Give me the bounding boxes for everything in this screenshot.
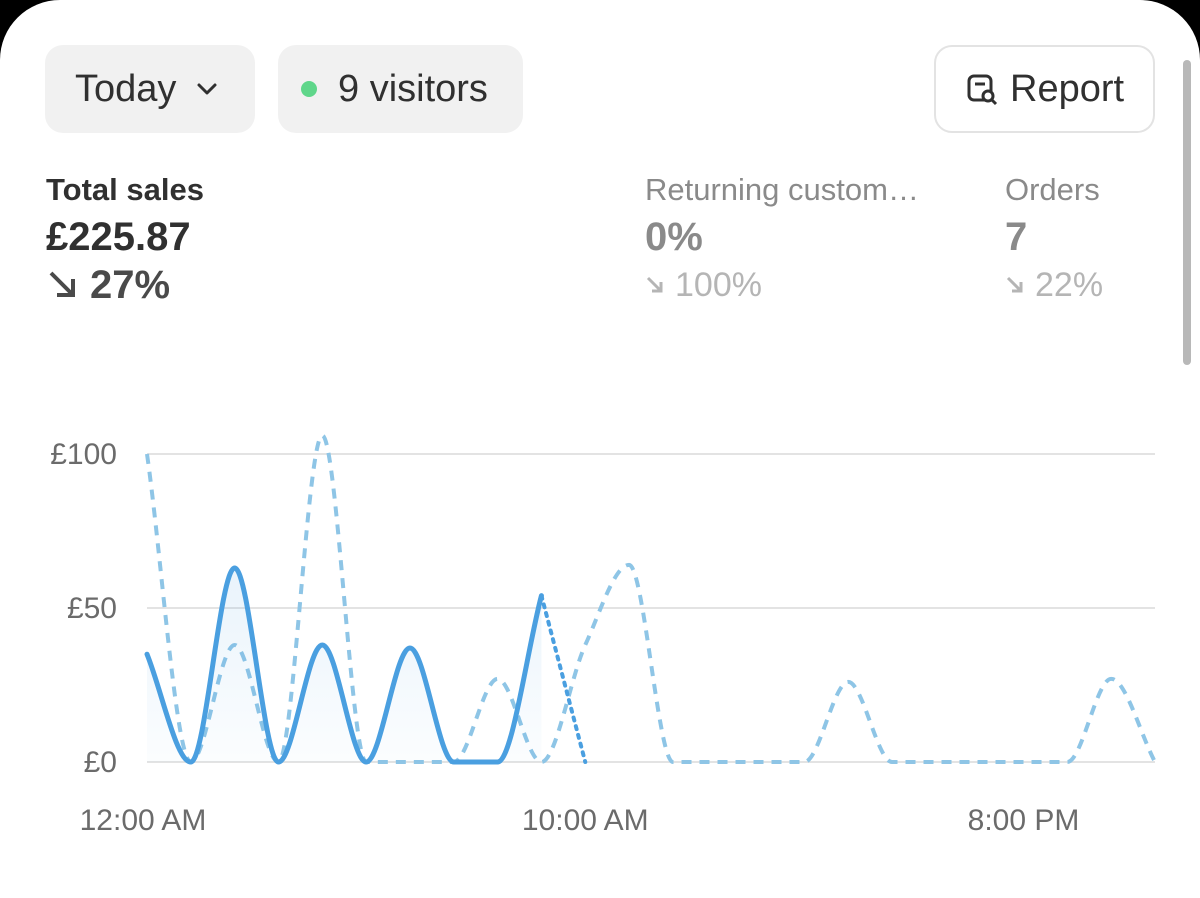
metric[interactable]: Orders 7 22%: [1005, 172, 1103, 308]
down-arrow: [49, 271, 75, 297]
metric-value: 7: [1005, 215, 1028, 259]
current-line: [144, 565, 544, 765]
report-button[interactable]: Report: [934, 45, 1155, 133]
live-dot: [301, 81, 317, 97]
metric-label: Returning custom…: [645, 172, 919, 207]
metric-label: Total sales: [46, 172, 204, 207]
report-icon: [967, 74, 998, 106]
visitors-text: 9 visitors: [338, 67, 488, 110]
chevron: [197, 83, 217, 95]
down-arrow: [1006, 276, 1023, 293]
metric-change: 27%: [46, 262, 204, 308]
x-tick-label: 10:00 AM: [522, 804, 649, 837]
metric-change: 100%: [645, 262, 919, 308]
x-tick-label: 8:00 PM: [968, 804, 1080, 837]
metric-value: £225.87: [46, 215, 191, 259]
y-tick-label: £100: [50, 438, 117, 471]
visitors-button[interactable]: 9 visitors: [278, 45, 523, 133]
metric-label: Orders: [1005, 172, 1100, 207]
scrollbar[interactable]: [1183, 60, 1191, 365]
report-text: Report: [1010, 67, 1125, 110]
x-tick-label: 12:00 AM: [80, 804, 207, 837]
y-tick-label: £50: [67, 592, 117, 625]
change-text: 22%: [1035, 265, 1104, 304]
period-button[interactable]: Today: [45, 45, 255, 133]
change-text: 27%: [90, 262, 171, 307]
metric[interactable]: Returning custom… 0% 100%: [645, 172, 919, 308]
period-text: Today: [75, 67, 177, 110]
y-tick-label: £0: [84, 746, 117, 779]
current-area: [147, 567, 542, 762]
down-arrow: [646, 276, 663, 293]
metric-change: 22%: [1005, 262, 1103, 308]
metric-value: 0%: [645, 215, 703, 259]
metric[interactable]: Total sales £225.87 27%: [46, 172, 204, 308]
current-line-partial: [539, 593, 588, 764]
change-text: 100%: [675, 265, 762, 304]
